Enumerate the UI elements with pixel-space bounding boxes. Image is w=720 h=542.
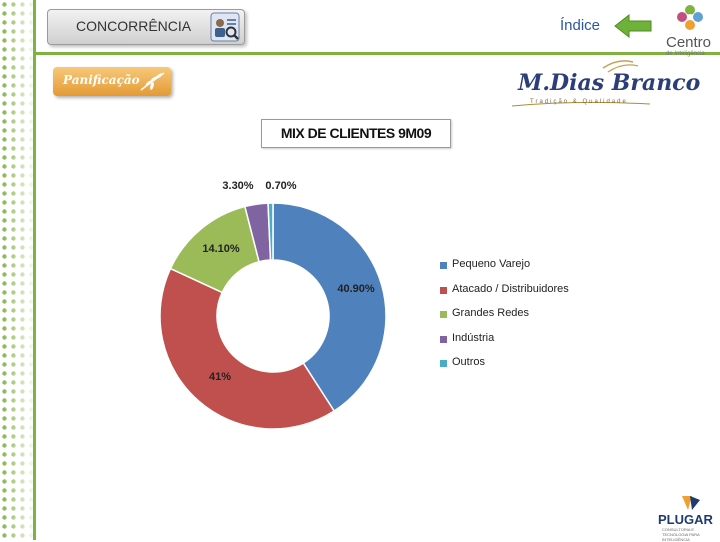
plugar-mark-icon bbox=[682, 496, 700, 510]
chart-title: MIX DE CLIENTES 9M09 bbox=[280, 125, 432, 141]
data-label-outros: 0.70% bbox=[265, 180, 296, 192]
legend-label: Atacado / Distribuidores bbox=[452, 282, 569, 295]
legend-swatch bbox=[440, 335, 447, 343]
legend-swatch bbox=[440, 311, 447, 318]
legend-label: Outros bbox=[452, 356, 486, 368]
slice-atacado-distribuidores bbox=[159, 267, 336, 430]
legend-swatch bbox=[440, 262, 447, 269]
header-divider bbox=[36, 52, 720, 55]
chart-title-box: MIX DE CLIENTES 9M09 bbox=[261, 119, 451, 148]
plugar-logo: PLUGAR CONSULTORIA E TECNOLOGIA PARA INT… bbox=[656, 494, 720, 542]
brand-tagline: Tradição & Qualidade bbox=[530, 99, 628, 105]
legend-swatch bbox=[440, 360, 447, 367]
data-label-industria: 3.30% bbox=[222, 180, 253, 192]
category-label: Panificação bbox=[63, 73, 140, 87]
people-search-icon bbox=[210, 12, 240, 42]
decorative-left-strip bbox=[0, 0, 36, 540]
brand-name: M.Dias Branco bbox=[518, 70, 701, 96]
category-badge: Panificação bbox=[53, 67, 171, 96]
flower-icon bbox=[677, 5, 703, 30]
slice-outros bbox=[267, 202, 274, 261]
data-label-pequeno-varejo: 40.90% bbox=[337, 283, 375, 295]
data-label-atacado-distribuidores: 41% bbox=[209, 371, 231, 383]
centro-inteligencia-logo bbox=[663, 4, 719, 60]
legend-label: Grandes Redes bbox=[452, 307, 530, 319]
plugar-name: PLUGAR bbox=[658, 512, 713, 527]
section-label: CONCORRÊNCIA bbox=[76, 18, 192, 34]
section-tab[interactable]: CONCORRÊNCIA bbox=[47, 9, 245, 45]
brand-swash-icon bbox=[511, 60, 651, 107]
dotted-pattern-icon bbox=[0, 0, 36, 540]
slice-pequeno-varejo bbox=[272, 202, 387, 413]
data-label-grandes-redes: 14.10% bbox=[202, 243, 240, 255]
index-link[interactable]: Índice bbox=[560, 17, 601, 34]
legend-label: Pequeno Varejo bbox=[452, 258, 531, 270]
m-dias-branco-logo: M.Dias Branco Tradição & Qualidade bbox=[508, 58, 700, 110]
centro-title: Centro bbox=[666, 34, 712, 51]
legend-label: Indústria bbox=[452, 331, 495, 344]
legend-swatch bbox=[440, 286, 447, 294]
wheat-icon bbox=[140, 72, 165, 91]
back-arrow-icon[interactable] bbox=[613, 12, 655, 40]
centro-subtitle: de Inteligência bbox=[666, 51, 705, 57]
